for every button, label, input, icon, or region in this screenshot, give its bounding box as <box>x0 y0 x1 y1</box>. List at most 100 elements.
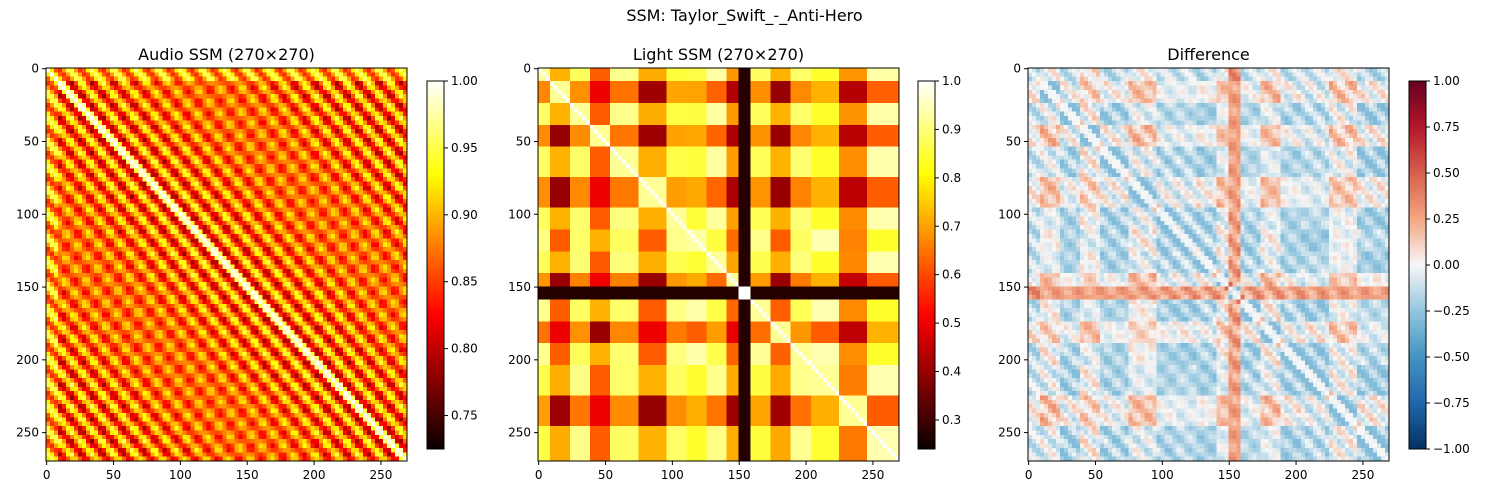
heatmap-cell <box>335 103 339 108</box>
heatmap-cell <box>347 68 351 73</box>
heatmap-cell <box>259 81 263 86</box>
heatmap-cell <box>110 94 114 99</box>
heatmap-cell <box>78 90 82 95</box>
heatmap-cell <box>327 77 331 82</box>
heatmap-cell <box>118 103 122 108</box>
heatmap-cell <box>90 134 94 139</box>
heatmap-cell <box>86 129 90 134</box>
heatmap-cell <box>158 107 162 112</box>
heatmap-cell <box>74 134 78 139</box>
heatmap-cell <box>114 107 118 112</box>
heatmap-cell <box>114 112 118 117</box>
heatmap-cell <box>239 72 243 77</box>
heatmap-cell <box>395 94 399 99</box>
heatmap-cell <box>174 81 178 86</box>
heatmap-cell <box>327 72 331 77</box>
heatmap-cell <box>54 134 58 139</box>
heatmap-cell <box>218 94 222 99</box>
heatmap-cell <box>251 90 255 95</box>
heatmap-cell <box>243 103 247 108</box>
heatmap-cell <box>86 90 90 95</box>
heatmap-cell <box>138 81 142 86</box>
heatmap-cell <box>210 107 214 112</box>
heatmap-cell <box>146 94 150 99</box>
heatmap-cell <box>98 90 102 95</box>
heatmap-cell <box>347 81 351 86</box>
heatmap-cell <box>70 107 74 112</box>
heatmap-cell <box>174 107 178 112</box>
heatmap-cell <box>283 103 287 108</box>
heatmap-cell <box>142 112 146 117</box>
heatmap-cell <box>206 94 210 99</box>
heatmap-cell <box>351 90 355 95</box>
heatmap-cell <box>287 94 291 99</box>
heatmap-cell <box>210 90 214 95</box>
heatmap-cell <box>339 125 343 130</box>
heatmap-cell <box>58 134 62 139</box>
heatmap-cell <box>46 85 50 90</box>
heatmap-cell <box>339 116 343 121</box>
heatmap-cell <box>90 107 94 112</box>
heatmap-cell <box>395 77 399 82</box>
heatmap-cell <box>387 68 391 73</box>
heatmap-cell <box>50 85 54 90</box>
heatmap-cell <box>110 125 114 130</box>
heatmap-cell <box>62 120 66 125</box>
heatmap-cell <box>154 77 158 82</box>
heatmap-cell <box>98 99 102 104</box>
heatmap-cell <box>170 85 174 90</box>
heatmap-cell <box>186 77 190 82</box>
heatmap-cell <box>110 72 114 77</box>
heatmap-cell <box>351 116 355 121</box>
heatmap-cell <box>291 129 295 134</box>
heatmap-cell <box>90 77 94 82</box>
heatmap-cell <box>194 72 198 77</box>
heatmap-cell <box>86 99 90 104</box>
heatmap-cell <box>70 129 74 134</box>
heatmap-cell <box>283 85 287 90</box>
heatmap-cell <box>54 129 58 134</box>
heatmap-cell <box>50 107 54 112</box>
heatmap-cell <box>178 99 182 104</box>
heatmap-cell <box>295 77 299 82</box>
heatmap-cell <box>371 112 375 117</box>
heatmap-cell <box>146 81 150 86</box>
heatmap-cell <box>150 116 154 121</box>
heatmap-cell <box>287 77 291 82</box>
heatmap-cell <box>315 112 319 117</box>
heatmap-cell <box>170 90 174 95</box>
heatmap-cell <box>46 129 50 134</box>
heatmap-cell <box>275 116 279 121</box>
heatmap-cell <box>178 125 182 130</box>
heatmap-cell <box>295 125 299 130</box>
heatmap-cell <box>142 68 146 73</box>
heatmap-cell <box>391 112 395 117</box>
heatmap-cell <box>291 116 295 121</box>
heatmap-cell <box>174 90 178 95</box>
heatmap-cell <box>295 116 299 121</box>
heatmap-cell <box>66 94 70 99</box>
heatmap-cell <box>287 125 291 130</box>
heatmap-cell <box>142 81 146 86</box>
heatmap-cell <box>126 72 130 77</box>
heatmap-cell <box>331 68 335 73</box>
heatmap-cell <box>235 120 239 125</box>
heatmap-cell <box>259 107 263 112</box>
heatmap-cell <box>74 116 78 121</box>
heatmap-cell <box>295 120 299 125</box>
heatmap-cell <box>170 94 174 99</box>
heatmap-cell <box>154 81 158 86</box>
heatmap-cell <box>347 116 351 121</box>
heatmap-cell <box>267 90 271 95</box>
heatmap-cell <box>299 90 303 95</box>
heatmap-cell <box>98 134 102 139</box>
heatmap-cell <box>367 103 371 108</box>
heatmap-cell <box>399 81 403 86</box>
heatmap-cell <box>86 81 90 86</box>
heatmap-cell <box>110 90 114 95</box>
heatmap-cell <box>227 72 231 77</box>
heatmap-cell <box>255 125 259 130</box>
heatmap-cell <box>118 125 122 130</box>
heatmap-cell <box>218 99 222 104</box>
heatmap-cell <box>166 103 170 108</box>
